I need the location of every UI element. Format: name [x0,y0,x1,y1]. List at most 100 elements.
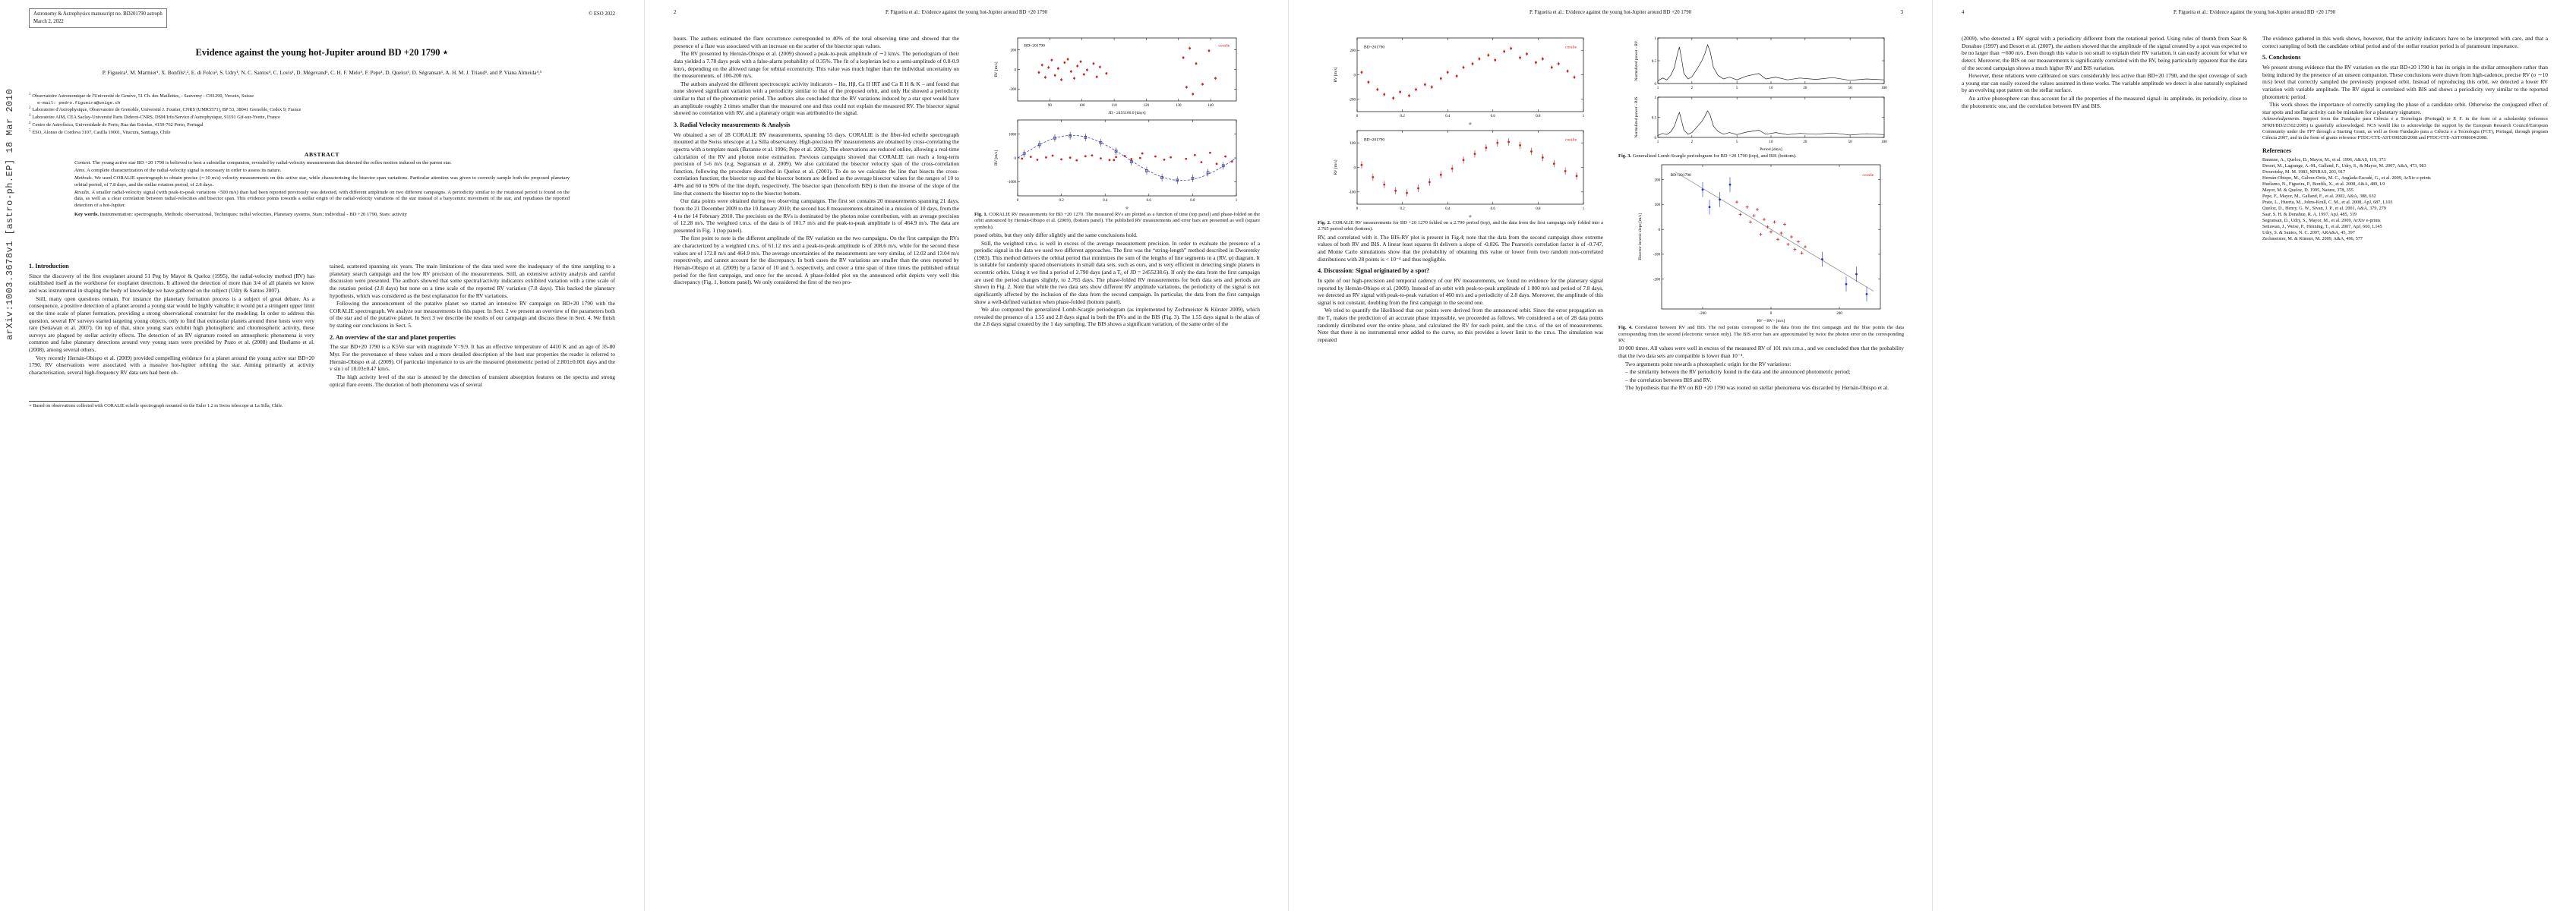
references-heading: References [2262,147,2292,154]
affiliation-item: 2 Laboratoire d'Astrophysique, Observatoi… [29,106,615,114]
svg-text:RV [m/s]: RV [m/s] [994,61,999,77]
affiliation-item: 3 Laboratoire AIM, CEA Saclay-Université … [29,114,615,121]
svg-text:BD+201790: BD+201790 [1024,44,1045,49]
svg-text:0: 0 [1354,166,1356,170]
manuscript-line: Astronomy & Astrophysics manuscript no. … [33,11,163,17]
svg-text:50: 50 [1848,140,1853,144]
svg-text:0: 0 [1356,115,1359,118]
paragraph: Two arguments point towards a photospher… [1625,360,1792,367]
svg-text:100: 100 [1655,204,1661,208]
aims-text: A complete characterization of the radia… [87,168,282,174]
svg-text:0.6: 0.6 [1491,115,1496,118]
paragraph: posed orbits, but they only differ sligh… [974,231,1138,238]
svg-text:-200: -200 [1349,99,1356,102]
aims-label: Aims. [74,168,86,174]
svg-text:Period [days]: Period [days] [1760,147,1782,152]
conclusions-paragraph-2: This work shows the importance of correc… [2262,101,2548,115]
intro-paragraph-4: tained, scattered spanning six years. Th… [330,263,615,299]
reference-entry: Baranne, A., Queloz, D., Mayor, M., et a… [2262,157,2386,163]
svg-text:100: 100 [1350,142,1356,146]
intro-paragraph-1: Since the discovery of the first exoplan… [29,272,314,295]
svg-text:100: 100 [1079,104,1085,108]
svg-text:200: 200 [1655,179,1661,183]
keywords-label: Key words. [74,212,99,218]
svg-text:0.4: 0.4 [1445,207,1451,211]
page3-right-column: 1 2 5 10 20 50 100 0 0.5 1 Normalized power - RV 1… [1618,33,1904,392]
svg-text:1: 1 [1657,87,1659,90]
svg-text:JD - 2455100.0 [days]: JD - 2455100.0 [days] [1108,111,1145,115]
acknowledgements-text: Support from the Fundação para Ciência e… [2262,116,2549,140]
svg-text:-200: -200 [1699,312,1706,316]
svg-text:0: 0 [1655,83,1657,87]
svg-text:1: 1 [1655,37,1657,41]
page1-right-column: tained, scattered spanning six years. Th… [330,263,615,389]
affiliation-text: Observatoire Astronomique de l'Universit… [32,93,254,99]
svg-text:coralie: coralie [1218,44,1230,49]
svg-text:0.5: 0.5 [1652,116,1657,120]
running-head: P. Figueira et al.: Evidence against the… [1318,10,1903,17]
svg-text:coralie: coralie [1862,174,1874,178]
svg-text:100: 100 [1881,140,1887,144]
paragraph: However, these relations were calibrated… [1962,72,2247,94]
affiliation-item: 4 Centro de Astrofísica, Universidade do … [29,121,615,129]
abstract-context: Context. The young active star BD +20 17… [74,160,570,167]
affiliation-text: Laboratoire d'Astrophysique, Observatoir… [32,107,301,113]
figure-3-caption-text: Generalized Lomb-Scargle periodogram for… [1632,153,1797,159]
paragraph: RV, and correlated with it. The BIS-RV p… [1318,233,1603,263]
svg-text:0.4: 0.4 [1103,199,1108,203]
paragraph: The first point to note is the different… [674,235,959,286]
reference-entry: Zechmeister, M. & Kürster, M. 2009, A&A,… [2262,235,2363,241]
overview-paragraph-2: The high activity level of the star is a… [330,373,615,388]
affiliation-item: 1 Observatoire Astronomique de l'Universi… [29,93,615,106]
page2-left-column: hours. The authors estimated the flare o… [674,35,959,287]
running-title: P. Figueira et al.: Evidence against the… [1530,10,1691,15]
paragraph: In spite of our high-precision and tempo… [1318,276,1603,306]
context-label: Context. [74,160,92,165]
svg-text:20: 20 [1803,87,1807,90]
affiliations-list: 1 Observatoire Astronomique de l'Universi… [29,93,615,137]
page-1: arXiv:1003.3678v1 [astro-ph.EP] 18 Mar 2… [0,0,644,911]
page-number: 4 [1962,10,1965,15]
reference-entry: Huélamo, N., Figueira, P., Bonfils, X., … [2262,181,2385,188]
page-3: P. Figueira et al.: Evidence against the… [1288,0,1932,911]
affiliation-number: 2 [29,106,31,111]
svg-text:-100: -100 [1349,191,1356,195]
svg-text:0: 0 [1655,137,1657,140]
figure-2: 0 0.2 0.4 0.6 0.8 1 -200 0 200 φ RV [m/s] BD+201790… [1318,33,1603,219]
page4-right-column: The evidence gathered in this work shows… [2262,35,2548,241]
section-5-heading: 5. Conclusions [2262,54,2301,61]
svg-text:RV [m/s]: RV [m/s] [994,150,999,165]
reference-entry: Desort, M., Lagrange, A.-M., Galland, F.… [2262,163,2426,169]
reference-entry: Queloz, D., Henry, G. W., Sivan, J. P., … [2262,205,2386,211]
svg-text:Normalized power - RV: Normalized power - RV [1634,41,1639,81]
methods-text: We used CORALIE spectrograph to obtain p… [74,175,570,188]
bullet-item: – the similarity between the RV periodic… [1625,368,1851,376]
page3-left-column: 0 0.2 0.4 0.6 0.8 1 -200 0 200 φ RV [m/s] BD+201790… [1318,33,1603,345]
svg-text:200: 200 [1011,49,1017,52]
svg-text:0.2: 0.2 [1059,199,1064,203]
running-title: P. Figueira et al.: Evidence against the… [2174,10,2335,15]
section-3-heading: 3. Radial Velocity measurements & Analys… [674,121,791,128]
abstract-methods: Methods. We used CORALIE spectrograph to… [74,175,570,188]
figure-1-top-panel-rv-vs-time: 90 100 110 120 130 140 -200 0 200 JD - 2455100.0 … [974,33,1260,115]
page-4: 4 P. Figueira et al.: Evidence against t… [1932,0,2576,911]
reference-entry: Setiawan, J., Weise, P., Henning, T., et… [2262,223,2382,229]
figure-2-bottom-panel-folded-2p765: 0 0.2 0.4 0.6 0.8 1 -100 0 100 φ RV [m/s] BD+201790… [1318,126,1603,219]
svg-text:130: 130 [1176,104,1182,108]
svg-text:0.6: 0.6 [1491,207,1496,211]
page4-left-column: (2009), who detected a RV signal with a … [1962,35,2247,110]
conclusions-paragraph-1: We present strong evidence that the RV v… [2262,64,2548,100]
svg-text:2: 2 [1691,140,1694,144]
svg-text:0.8: 0.8 [1536,115,1541,118]
acknowledgements: Acknowledgements. Support from the Funda… [2262,116,2548,140]
svg-text:RV -<RV> [m/s]: RV -<RV> [m/s] [1757,319,1785,323]
references-list: Baranne, A., Queloz, D., Mayor, M., et a… [2262,157,2548,241]
reference-entry: Prato, L., Huerta, M., Johns-Krull, C. M… [2262,199,2393,205]
svg-text:10: 10 [1769,140,1774,144]
section-2-heading: 2. An overview of the star and planet pr… [330,333,456,341]
svg-text:-100: -100 [1653,254,1661,257]
reference-entry: Segransan, D., Udry, S., Mayor, M., et a… [2262,217,2381,223]
intro-paragraph-3: Very recently Hernán-Obispo et al. (2009… [29,354,314,376]
paragraph: The hypothesis that the RV on BD +20 179… [1625,384,1889,392]
svg-text:90: 90 [1048,104,1053,108]
